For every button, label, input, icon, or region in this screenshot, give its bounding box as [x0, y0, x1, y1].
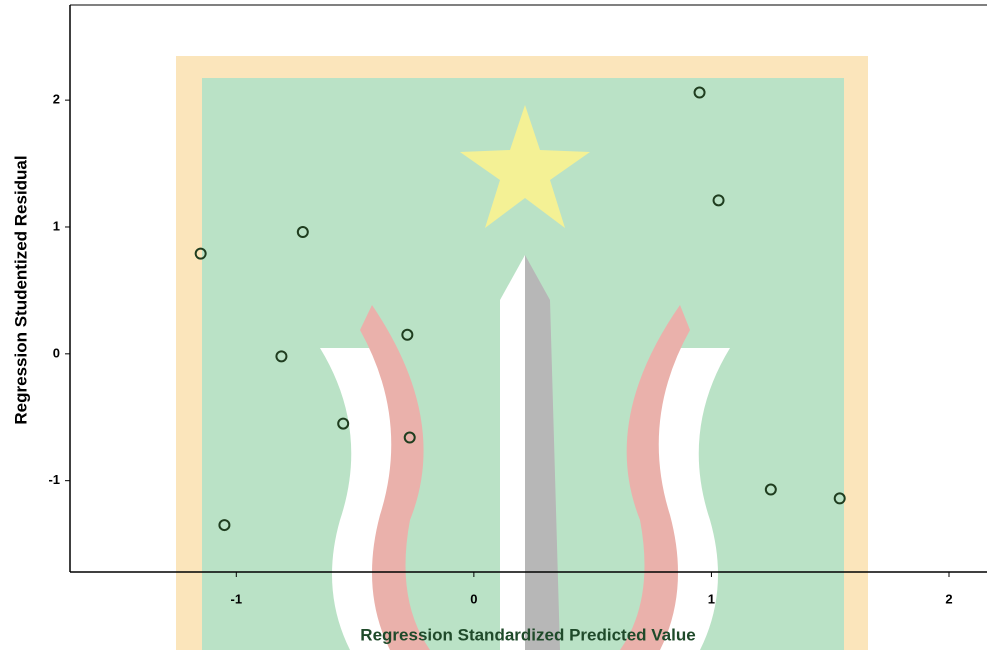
y-tick-label: 2 — [53, 92, 60, 107]
x-tick-label: 0 — [470, 591, 477, 606]
point — [218, 519, 231, 532]
y-axis-label: Regression Studentized Residual — [11, 155, 30, 424]
watermark-shape — [360, 305, 430, 650]
point — [337, 417, 350, 430]
x-tick-label: -1 — [231, 591, 243, 606]
watermark-tower — [500, 255, 525, 650]
watermark-shape — [620, 305, 690, 650]
y-tick-label: 1 — [53, 218, 60, 233]
point — [275, 350, 288, 363]
x-tick-label: 1 — [708, 591, 715, 606]
point — [403, 431, 416, 444]
y-tick-label: -1 — [48, 472, 60, 487]
x-axis-label: Regression Standardized Predicted Value — [360, 625, 695, 644]
point — [833, 492, 846, 505]
watermark-shape — [650, 348, 730, 650]
watermark-shape — [320, 348, 400, 650]
watermark-tower — [525, 255, 560, 650]
point — [194, 247, 207, 260]
point — [712, 194, 725, 207]
point — [764, 483, 777, 496]
point — [693, 86, 706, 99]
watermark-star — [460, 105, 590, 228]
y-tick-label: 0 — [53, 345, 60, 360]
watermark — [176, 56, 868, 650]
point — [296, 226, 309, 239]
point — [401, 328, 414, 341]
x-tick-label: 2 — [945, 591, 952, 606]
